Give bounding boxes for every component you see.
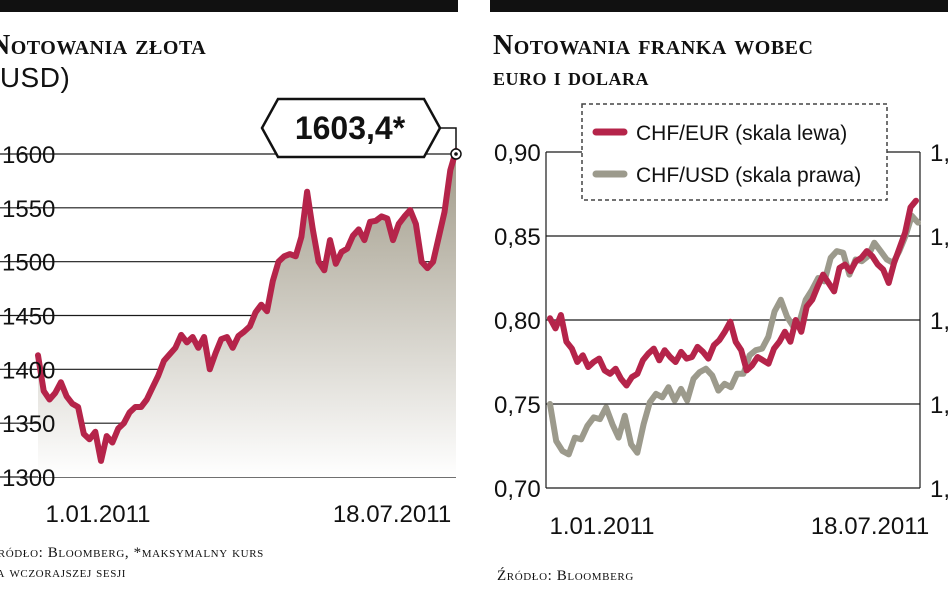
y-tick-label: 0,90 [494, 140, 541, 167]
legend-box [581, 103, 888, 201]
legend-label-chf-usd: CHF/USD (skala prawa) [636, 164, 861, 187]
gold-max-callout: 1603,4* [260, 97, 462, 160]
gold-series-line [35, 147, 459, 464]
y-tick-label: 1550 [2, 196, 55, 223]
right-top-bar [490, 0, 948, 12]
y-tick-label: 1300 [2, 465, 55, 492]
right-axis-tick-label: 1, [930, 392, 948, 419]
callout-value: 1603,4* [295, 110, 406, 146]
y-tick-label: 1400 [2, 357, 55, 384]
franc-source: Źródło: Bloomberg [497, 568, 634, 584]
y-tick-label: 1350 [2, 411, 55, 438]
right-axis-tick-label: 1, [930, 308, 948, 335]
y-tick-label: 0,85 [494, 224, 541, 251]
callout-leader-line [440, 127, 457, 150]
left-top-bar [0, 0, 458, 12]
y-tick-label: 1600 [2, 142, 55, 169]
x-tick-label: 18.07.2011 [811, 513, 929, 540]
franc-title-line1: Notowania franka wobec [493, 30, 814, 61]
gold-source-line2: na wczorajszej sesji [0, 565, 127, 581]
right-axis-tick-label: 1, [930, 140, 948, 167]
chf-eur-series-line [547, 197, 919, 389]
franc-title-line2: euro i dolara [493, 64, 650, 91]
x-tick-label: 1.01.2011 [46, 501, 151, 528]
callout-marker-dot [454, 152, 458, 156]
x-tick-label: 1.01.2011 [550, 513, 655, 540]
gold-source-line1: Źródło: Bloomberg, *maksymalny kurs [0, 545, 264, 561]
right-axis-tick-label: 1, [930, 224, 948, 251]
x-tick-label: 18.07.2011 [333, 501, 451, 528]
gold-area-fill [38, 150, 456, 478]
gold-title-line1: Notowania złota [0, 30, 207, 61]
y-tick-label: 1500 [2, 250, 55, 277]
legend-label-chf-eur: CHF/EUR (skala lewa) [636, 122, 847, 145]
y-tick-label: 0,80 [494, 308, 541, 335]
gold-price-chart: 1300 1350 1400 1450 1500 1550 1600 1.01.2011 18… [0, 97, 462, 528]
y-tick-label: 1450 [2, 304, 55, 331]
right-axis-tick-label: 1, [930, 476, 948, 503]
franc-rate-chart: 0,70 1, 0,75 1, 0,80 1, 0,85 1, 0,90 1, 1.01.2011… [494, 103, 948, 540]
gold-title-line2: (USD) [0, 62, 71, 93]
y-tick-label: 0,70 [494, 476, 541, 503]
y-tick-label: 0,75 [494, 392, 541, 419]
chart-legend: CHF/EUR (skala lewa) CHF/USD (skala praw… [581, 103, 888, 201]
